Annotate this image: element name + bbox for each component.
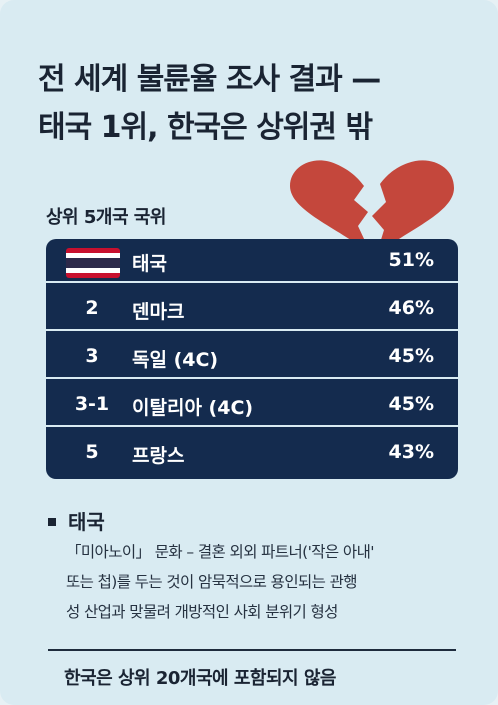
country-name: 이탈리아 (4C) <box>132 397 254 419</box>
note-line: 성 산업과 맞물려 개방적인 사회 분위기 형성 <box>66 603 338 621</box>
country-name: 태국 <box>132 253 167 275</box>
rank-number: 3 <box>85 345 99 367</box>
note-heading-text: 태국 <box>68 510 105 534</box>
title-line-2: 태국 1위, 한국은 상위권 밖 <box>38 110 373 145</box>
note-line: 또는 첩)를 두는 것이 암묵적으로 용인되는 관행 <box>66 573 358 591</box>
rate-value: 43% <box>388 441 434 463</box>
title-line-1: 전 세계 불륜율 조사 결과 — <box>38 62 381 97</box>
thailand-flag-icon <box>66 248 120 278</box>
broken-heart-icon <box>290 160 454 252</box>
footer-note: 한국은 상위 20개국에 포함되지 않음 <box>64 668 336 689</box>
country-name: 독일 (4C) <box>132 349 219 371</box>
divider <box>48 649 456 651</box>
table-row: 3-1 이탈리아 (4C) 45% <box>46 383 458 427</box>
table-row: 2 덴마크 46% <box>46 287 458 331</box>
note-heading: 태국 <box>48 506 105 535</box>
rate-value: 45% <box>388 393 434 415</box>
country-name: 덴마크 <box>132 301 185 323</box>
rank-number: 2 <box>85 297 99 319</box>
page-title: 전 세계 불륜율 조사 결과 — 태국 1위, 한국은 상위권 밖 <box>38 56 478 152</box>
table-row: 3 독일 (4C) 45% <box>46 335 458 379</box>
rank-number: 3-1 <box>74 393 110 415</box>
country-name: 프랑스 <box>132 445 185 467</box>
table-row: 5 프랑스 43% <box>46 431 458 475</box>
ranking-table: 태국 51% 2 덴마크 46% 3 독일 (4C) 45% 3-1 이탈리아 … <box>46 239 458 479</box>
bullet-icon <box>48 517 56 526</box>
rate-value: 45% <box>388 345 434 367</box>
section-label: 상위 5개국 국위 <box>46 207 166 228</box>
note-line: 「미아노이」 문화 – 결혼 외외 파트너('작은 아내' <box>66 543 375 561</box>
rate-value: 51% <box>388 249 434 271</box>
table-row: 태국 51% <box>46 239 458 283</box>
note-body: 「미아노이」 문화 – 결혼 외외 파트너('작은 아내' 또는 첩)를 두는 … <box>66 537 466 627</box>
rank-number: 5 <box>85 441 99 463</box>
rate-value: 46% <box>388 297 434 319</box>
